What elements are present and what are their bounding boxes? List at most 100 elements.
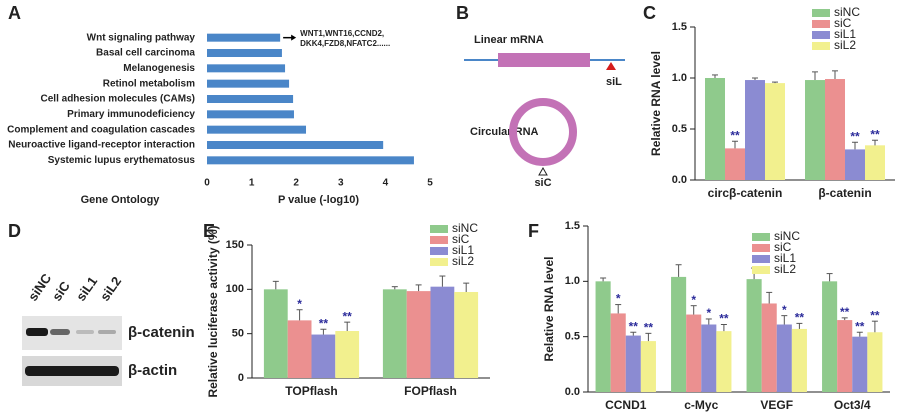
significance: ** <box>719 312 729 326</box>
y-tick-label: 1.5 <box>565 220 580 232</box>
panel-letter: E <box>203 221 215 241</box>
bar <box>765 83 785 180</box>
legend-swatch <box>430 225 448 233</box>
circular-label: Circular RNA <box>470 126 539 138</box>
bar <box>776 324 792 392</box>
bar <box>625 335 641 392</box>
exon-box <box>498 53 590 67</box>
site-marker <box>538 166 548 176</box>
bar <box>716 331 732 392</box>
linear-label: Linear mRNA <box>474 34 544 46</box>
bar <box>263 289 288 378</box>
band <box>25 366 119 376</box>
legend-label: siC <box>774 240 792 254</box>
panel-letter: B <box>456 3 469 23</box>
bar <box>430 286 455 378</box>
bar <box>791 328 807 392</box>
significance: ** <box>870 127 880 141</box>
y-tick-label: 1.0 <box>672 72 687 84</box>
bar <box>640 341 656 392</box>
bar <box>822 281 838 392</box>
x-tick-label: circβ-catenin <box>708 186 783 200</box>
x-tick-label: FOPflash <box>404 384 457 398</box>
significance: * <box>691 293 696 307</box>
y-tick-label: 0 <box>238 372 244 384</box>
x-tick-label: CCND1 <box>605 398 647 412</box>
x-tick-label: 4 <box>383 178 389 189</box>
legend-label: siL1 <box>834 27 856 41</box>
sic-label: siC <box>534 177 551 189</box>
legend-swatch <box>752 233 770 241</box>
significance: ** <box>343 309 353 323</box>
legend-swatch <box>430 236 448 244</box>
sil-label: siL <box>606 76 622 88</box>
legend-label: siL1 <box>774 251 796 265</box>
legend-label: siNC <box>834 5 860 19</box>
panel-letter: F <box>528 221 539 241</box>
legend-swatch <box>812 42 830 50</box>
bar <box>745 80 765 180</box>
blot: siNC siC siL1 siL2 β-catenin β-actin <box>22 270 195 386</box>
x-tick-label: 1 <box>249 178 255 189</box>
y-tick-label: 0.5 <box>565 331 580 343</box>
y-tick-label: 0.5 <box>672 123 687 135</box>
legend-label: siNC <box>452 221 478 235</box>
legend-swatch <box>812 20 830 28</box>
diagram: Linear mRNA siL Circular RNA siC <box>464 34 625 189</box>
bar <box>454 291 479 378</box>
annotation: DKK4,FZD8,NFATC2...... <box>300 39 390 48</box>
legend-swatch <box>752 244 770 252</box>
significance: ** <box>855 319 865 333</box>
x-axis-label: P value (-log10) <box>278 194 359 206</box>
x-tick-label: 5 <box>427 178 433 189</box>
bar <box>852 336 868 392</box>
y-tick-label: 0.0 <box>565 386 580 398</box>
significance: ** <box>644 321 654 335</box>
bar <box>746 279 762 392</box>
bar <box>207 64 286 73</box>
legend-label: siL2 <box>774 262 796 276</box>
bar <box>867 332 883 392</box>
lane-label: siL2 <box>97 274 124 304</box>
significance: ** <box>795 311 805 325</box>
bar <box>207 156 414 165</box>
bar <box>311 334 336 378</box>
x-tick-label: Oct3/4 <box>834 398 871 412</box>
lane-label: siL1 <box>73 274 100 304</box>
category-label: Basal cell carcinoma <box>96 48 195 59</box>
panel-letter: A <box>8 3 21 23</box>
y-axis-label: Relative RNA level <box>649 51 663 156</box>
category-label: Primary immunodeficiency <box>67 109 195 120</box>
bar <box>686 314 702 392</box>
x-tick-label: 2 <box>293 178 299 189</box>
y-tick-label: 50 <box>232 328 244 340</box>
legend-label: siL2 <box>452 254 474 268</box>
bar <box>671 276 687 392</box>
bar <box>207 95 294 103</box>
legend-label: siC <box>452 232 470 246</box>
bar <box>595 281 611 392</box>
x-tick-label: 3 <box>338 178 344 189</box>
bar <box>406 291 431 378</box>
significance: * <box>782 303 787 317</box>
y-axis-label: Relative luciferase activity (%) <box>206 225 220 397</box>
lane-label: siC <box>49 278 73 304</box>
x-tick-label: TOPflash <box>285 384 337 398</box>
bar <box>382 289 407 378</box>
significance: ** <box>840 305 850 319</box>
band <box>98 330 116 334</box>
significance: * <box>706 306 711 320</box>
band <box>76 330 94 334</box>
bar <box>705 78 725 180</box>
x-tick-label: 0 <box>204 178 210 189</box>
significance: ** <box>730 128 740 142</box>
bar <box>837 320 853 392</box>
bar <box>761 303 777 392</box>
x-tick-label: c-Myc <box>684 398 718 412</box>
bar <box>805 80 825 180</box>
bar <box>207 141 384 149</box>
significance: * <box>616 292 621 306</box>
bar <box>207 125 307 134</box>
